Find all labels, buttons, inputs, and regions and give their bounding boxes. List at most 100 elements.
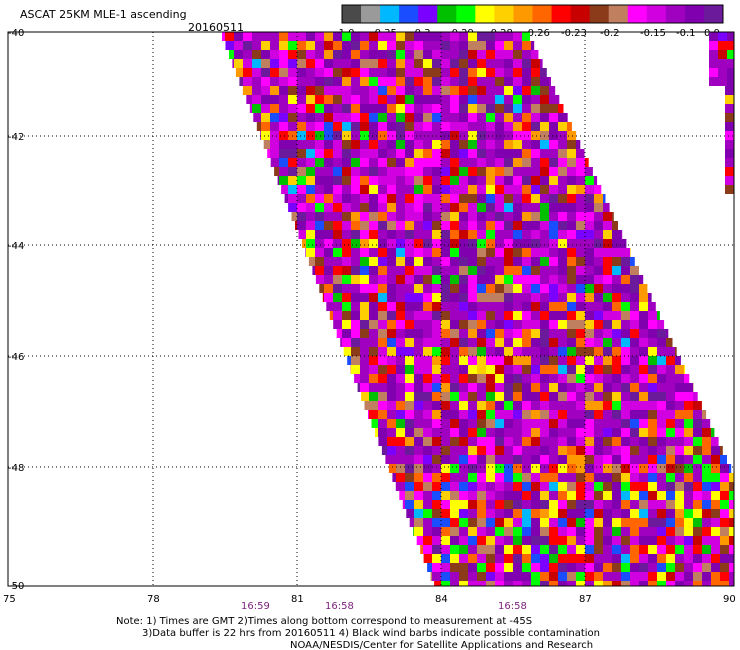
swath-cell — [315, 266, 324, 275]
swath-cell — [360, 293, 369, 302]
swath-cell — [387, 392, 396, 401]
swath-cell — [558, 455, 567, 464]
swath-cell — [522, 383, 531, 392]
swath-cell — [630, 392, 639, 401]
swath-cell — [232, 59, 234, 68]
swath-cell — [486, 482, 495, 491]
swath-cell — [432, 266, 441, 275]
swath-cell — [324, 140, 333, 149]
swath-cell — [725, 158, 734, 167]
swath-cell — [558, 284, 567, 293]
swath-cell — [414, 437, 423, 446]
swath-cell — [657, 491, 666, 500]
swath-cell — [261, 77, 270, 86]
swath-cell — [603, 392, 612, 401]
swath-cell — [477, 293, 486, 302]
swath-cell — [315, 194, 324, 203]
swath-cell — [666, 410, 675, 419]
swath-cell — [297, 50, 306, 59]
swath-cell — [522, 338, 531, 347]
swath-cell — [684, 374, 690, 383]
swath-cell — [405, 32, 414, 41]
swath-cell — [441, 113, 450, 122]
colorbar-segment — [418, 5, 438, 23]
swath-cell — [666, 365, 675, 374]
swath-cell — [369, 248, 378, 257]
swath-cell — [468, 95, 477, 104]
swath-cell — [441, 311, 450, 320]
swath-cell — [369, 392, 378, 401]
swath-cell — [432, 41, 441, 50]
swath-cell — [459, 428, 468, 437]
swath-cell — [495, 527, 504, 536]
swath-cell — [351, 338, 360, 347]
swath-cell — [504, 428, 513, 437]
swath-cell — [522, 401, 531, 410]
swath-cell — [342, 239, 351, 248]
swath-cell — [315, 95, 324, 104]
footer-note-line-1: Note: 1) Times are GMT 2)Times along bot… — [116, 616, 532, 627]
swath-cell — [522, 545, 531, 554]
swath-cell — [630, 383, 639, 392]
swath-cell — [621, 446, 630, 455]
swath-cell — [441, 266, 450, 275]
swath-cell — [360, 203, 369, 212]
swath-cell — [504, 536, 513, 545]
swath-cell — [441, 455, 450, 464]
swath-cell — [423, 293, 432, 302]
swath-cell — [396, 140, 405, 149]
swath-cell — [594, 482, 603, 491]
swath-cell — [513, 176, 522, 185]
swath-cell — [378, 392, 387, 401]
swath-cell — [252, 77, 261, 86]
swath-cell — [450, 140, 459, 149]
swath-cell — [549, 338, 558, 347]
swath-cell — [513, 230, 522, 239]
swath-cell — [585, 374, 594, 383]
swath-cell — [423, 455, 432, 464]
swath-cell — [612, 248, 621, 257]
swath-cell — [360, 95, 369, 104]
swath-cell — [549, 554, 558, 563]
swath-cell — [639, 464, 648, 473]
swath-cell — [513, 311, 522, 320]
swath-cell — [450, 482, 459, 491]
swath-cell — [450, 419, 459, 428]
swath-cell — [522, 86, 531, 95]
swath-cell — [540, 302, 549, 311]
swath-cell — [513, 401, 522, 410]
swath-cell — [432, 374, 441, 383]
swath-cell — [576, 221, 585, 230]
swath-cell — [558, 491, 567, 500]
time-label: 16:58 — [325, 601, 354, 612]
swath-cell — [477, 554, 486, 563]
swath-cell — [648, 527, 657, 536]
swath-cell — [693, 419, 702, 428]
swath-cell — [450, 41, 459, 50]
swath-cell — [612, 221, 618, 230]
swath-cell — [531, 248, 540, 257]
swath-cell — [261, 104, 270, 113]
swath-cell — [675, 428, 684, 437]
swath-cell — [459, 572, 468, 581]
swath-cell — [657, 554, 666, 563]
swath-cell — [711, 509, 720, 518]
swath-cell — [567, 365, 576, 374]
swath-cell — [405, 464, 414, 473]
swath-cell — [351, 149, 360, 158]
swath-cell — [368, 410, 369, 419]
swath-cell — [576, 302, 585, 311]
swath-cell — [423, 185, 432, 194]
swath-cell — [630, 311, 639, 320]
swath-cell — [621, 500, 630, 509]
swath-cell — [729, 563, 734, 572]
swath-cell — [558, 545, 567, 554]
swath-cell — [576, 293, 585, 302]
swath-cell — [693, 491, 702, 500]
swath-cell — [333, 68, 342, 77]
swath-cell — [351, 86, 360, 95]
swath-cell — [621, 230, 623, 239]
swath-cell — [333, 86, 342, 95]
swath-cell — [567, 203, 576, 212]
swath-cell — [441, 356, 450, 365]
